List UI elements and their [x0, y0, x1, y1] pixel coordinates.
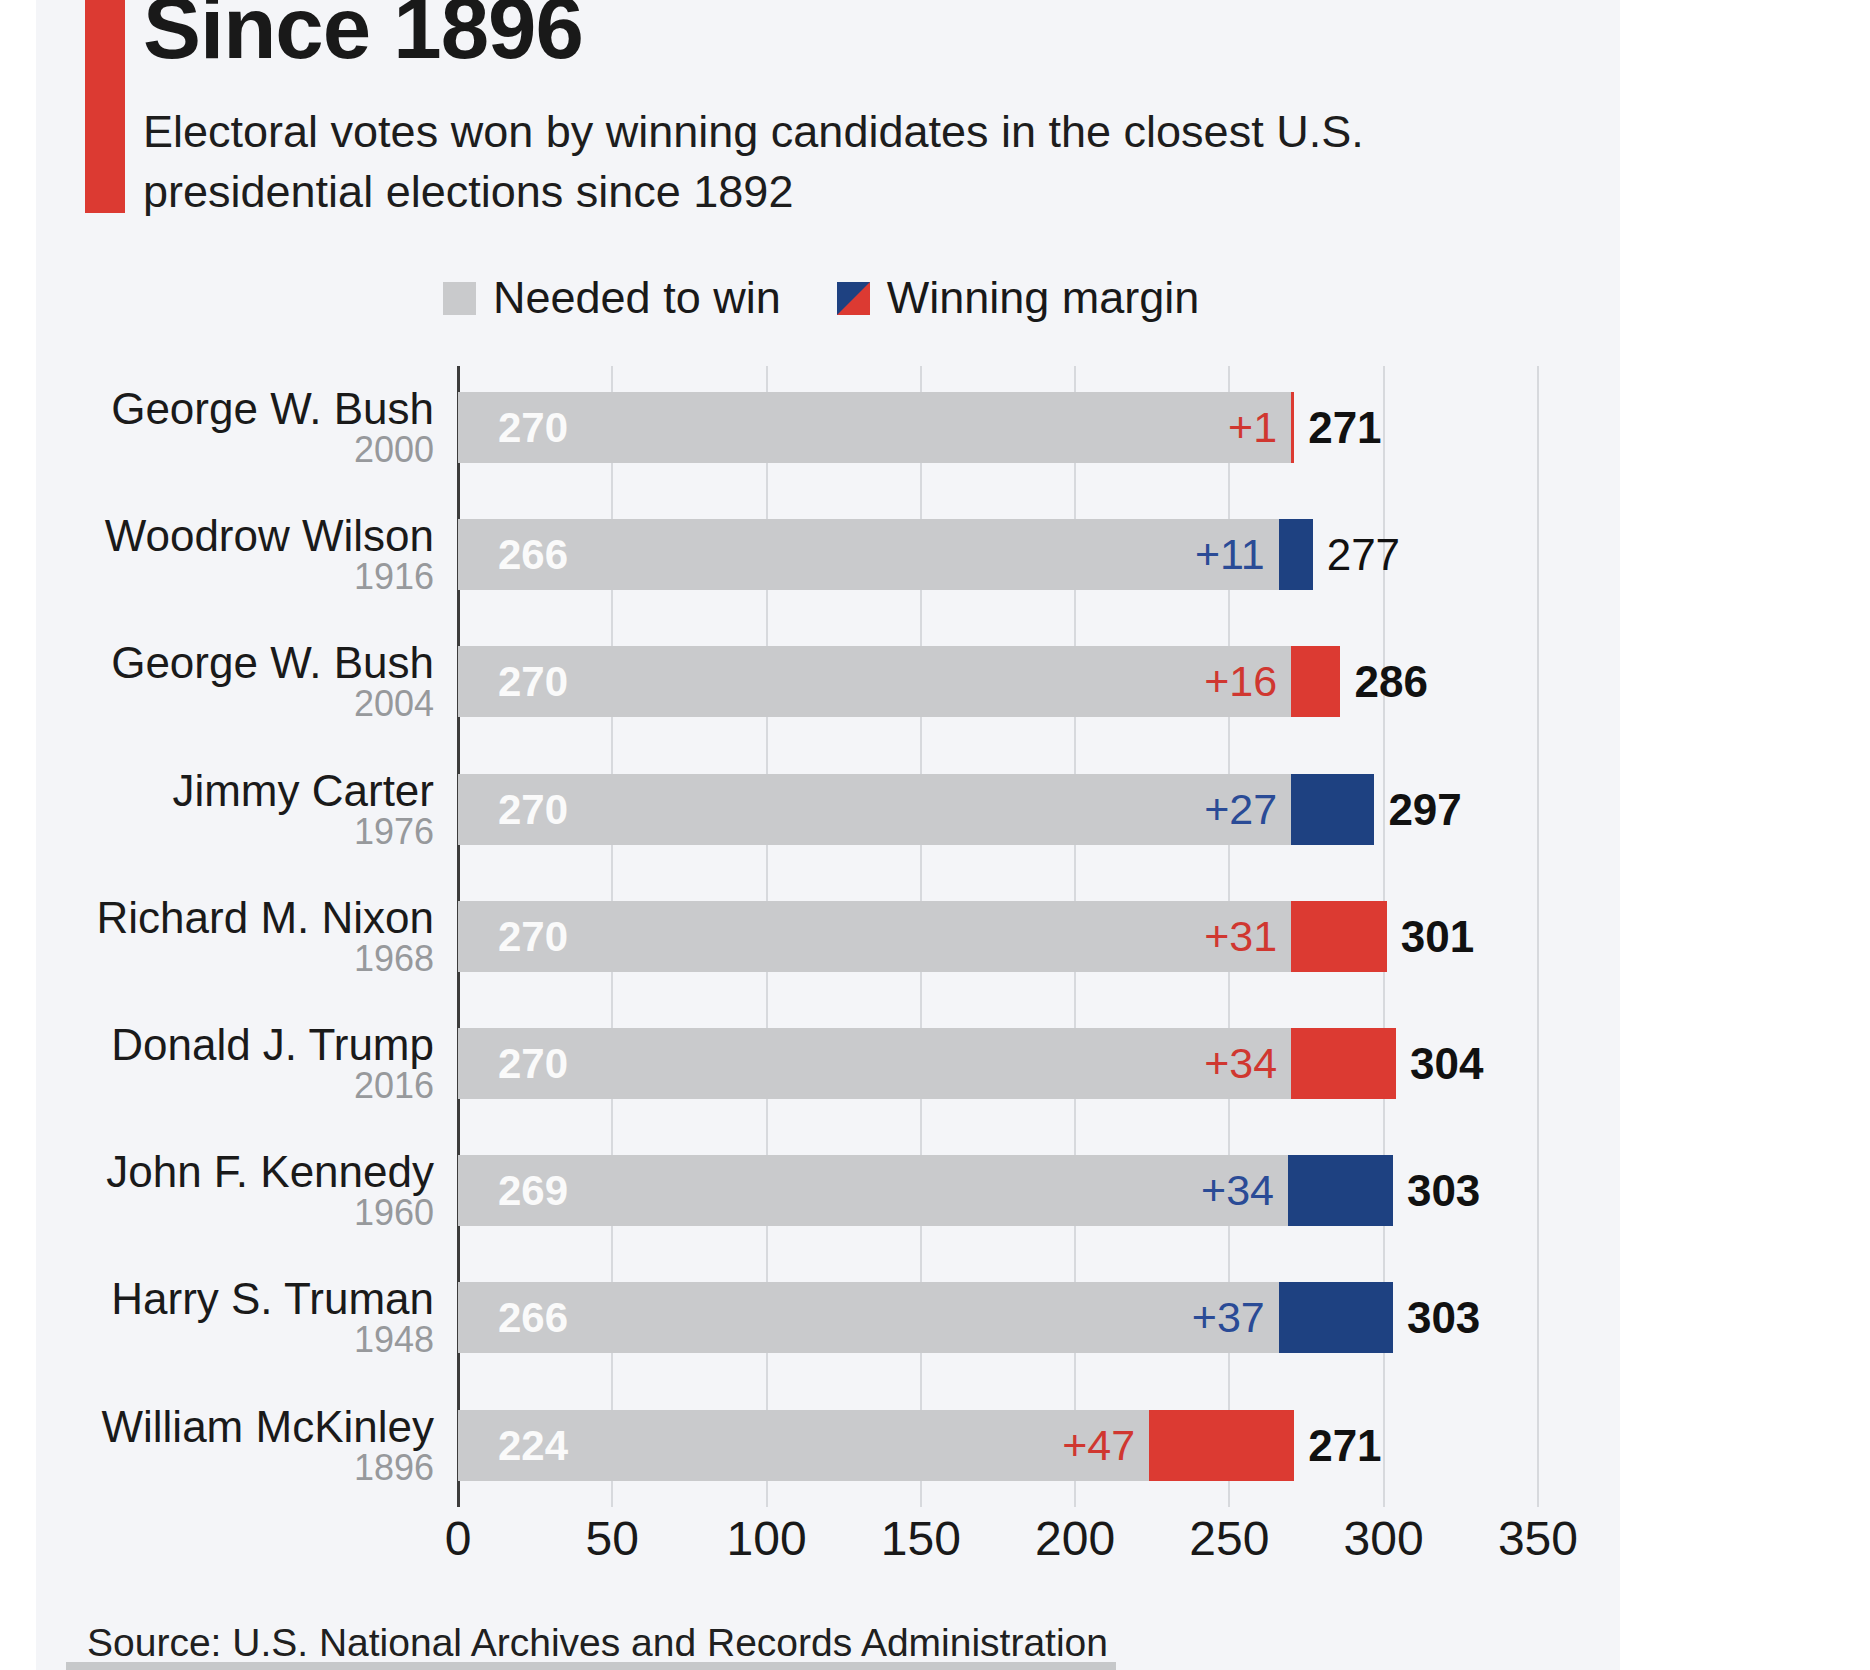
bar-winning-margin [1291, 774, 1374, 845]
chart-subtitle: Electoral votes won by winning candidate… [143, 102, 1364, 222]
gridline-350 [1537, 366, 1539, 1507]
x-tick-label: 150 [851, 1513, 991, 1565]
chart-panel: Since 1896 Electoral votes won by winnin… [36, 0, 1620, 1670]
bar-total-value: 304 [1410, 1028, 1483, 1099]
legend-item-needed: Needed to win [443, 272, 781, 324]
bar-total-value: 277 [1327, 519, 1400, 590]
row-candidate-name: John F. Kennedy [36, 1149, 434, 1195]
row-election-year: 2016 [36, 1066, 434, 1106]
legend-swatch-margin [837, 282, 870, 315]
row-election-year: 2004 [36, 684, 434, 724]
row-candidate-name: George W. Bush [36, 640, 434, 686]
x-tick-label: 100 [697, 1513, 837, 1565]
legend-label-margin: Winning margin [887, 272, 1200, 324]
chart-title: Since 1896 [143, 0, 583, 74]
row-election-year: 2000 [36, 430, 434, 470]
bar-margin-value: +1 [458, 392, 1277, 463]
bar-margin-value: +37 [458, 1282, 1265, 1353]
bar-total-value: 303 [1407, 1155, 1480, 1226]
row-election-year: 1916 [36, 557, 434, 597]
row-candidate-name: George W. Bush [36, 386, 434, 432]
row-election-year: 1896 [36, 1448, 434, 1488]
bar-total-value: 271 [1308, 1410, 1381, 1481]
bar-winning-margin [1288, 1155, 1393, 1226]
row-candidate-name: Jimmy Carter [36, 768, 434, 814]
bar-winning-margin [1291, 1028, 1396, 1099]
bar-total-value: 301 [1401, 901, 1474, 972]
bar-winning-margin [1291, 392, 1294, 463]
title-accent-bar [85, 0, 125, 213]
x-tick-label: 50 [542, 1513, 682, 1565]
bar-winning-margin [1291, 646, 1340, 717]
row-candidate-name: Donald J. Trump [36, 1022, 434, 1068]
infographic-canvas: Since 1896 Electoral votes won by winnin… [0, 0, 1870, 1670]
row-candidate-name: Woodrow Wilson [36, 513, 434, 559]
source-note: Source: U.S. National Archives and Recor… [87, 1621, 1108, 1665]
bar-total-value: 297 [1388, 774, 1461, 845]
x-tick-label: 350 [1468, 1513, 1608, 1565]
x-tick-label: 200 [1005, 1513, 1145, 1565]
x-tick-label: 300 [1314, 1513, 1454, 1565]
row-candidate-name: William McKinley [36, 1404, 434, 1450]
bar-winning-margin [1149, 1410, 1294, 1481]
chart-legend: Needed to win Winning margin [443, 272, 1199, 324]
row-election-year: 1948 [36, 1320, 434, 1360]
bar-margin-value: +34 [458, 1155, 1274, 1226]
bar-margin-value: +27 [458, 774, 1277, 845]
chart-subtitle-line2: presidential elections since 1892 [143, 162, 1364, 222]
legend-swatch-needed [443, 282, 476, 315]
bar-margin-value: +11 [458, 519, 1265, 590]
legend-label-needed: Needed to win [493, 272, 781, 324]
bar-winning-margin [1291, 901, 1387, 972]
row-candidate-name: Richard M. Nixon [36, 895, 434, 941]
bar-winning-margin [1279, 519, 1313, 590]
bar-total-value: 286 [1354, 646, 1427, 717]
bar-margin-value: +47 [458, 1410, 1135, 1481]
bar-total-value: 271 [1308, 392, 1381, 463]
row-candidate-name: Harry S. Truman [36, 1276, 434, 1322]
bar-winning-margin [1279, 1282, 1393, 1353]
bar-margin-value: +34 [458, 1028, 1277, 1099]
bar-total-value: 303 [1407, 1282, 1480, 1353]
x-tick-label: 0 [388, 1513, 528, 1565]
row-election-year: 1976 [36, 812, 434, 852]
bar-margin-value: +16 [458, 646, 1277, 717]
legend-item-margin: Winning margin [837, 272, 1200, 324]
x-tick-label: 250 [1159, 1513, 1299, 1565]
row-election-year: 1968 [36, 939, 434, 979]
bar-margin-value: +31 [458, 901, 1277, 972]
chart-subtitle-line1: Electoral votes won by winning candidate… [143, 102, 1364, 162]
bottom-strip [66, 1662, 1116, 1670]
row-election-year: 1960 [36, 1193, 434, 1233]
